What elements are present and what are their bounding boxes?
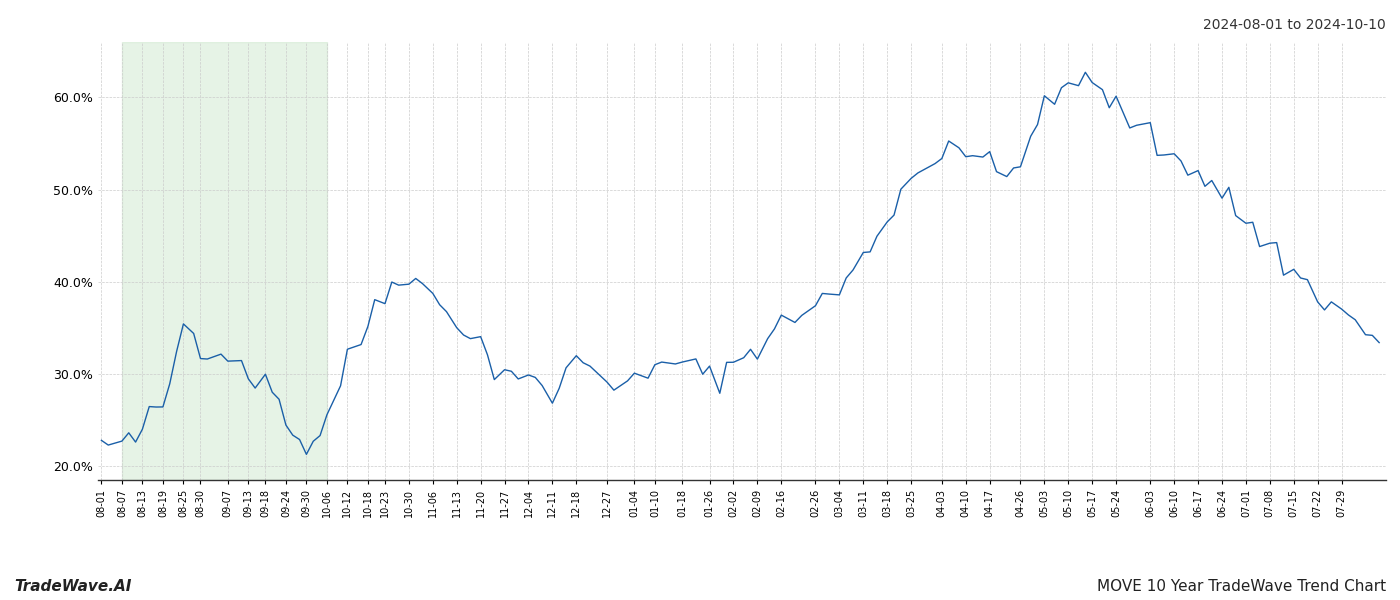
Text: 2024-08-01 to 2024-10-10: 2024-08-01 to 2024-10-10	[1203, 18, 1386, 32]
Text: MOVE 10 Year TradeWave Trend Chart: MOVE 10 Year TradeWave Trend Chart	[1096, 579, 1386, 594]
Text: TradeWave.AI: TradeWave.AI	[14, 579, 132, 594]
Bar	[122, 42, 328, 480]
